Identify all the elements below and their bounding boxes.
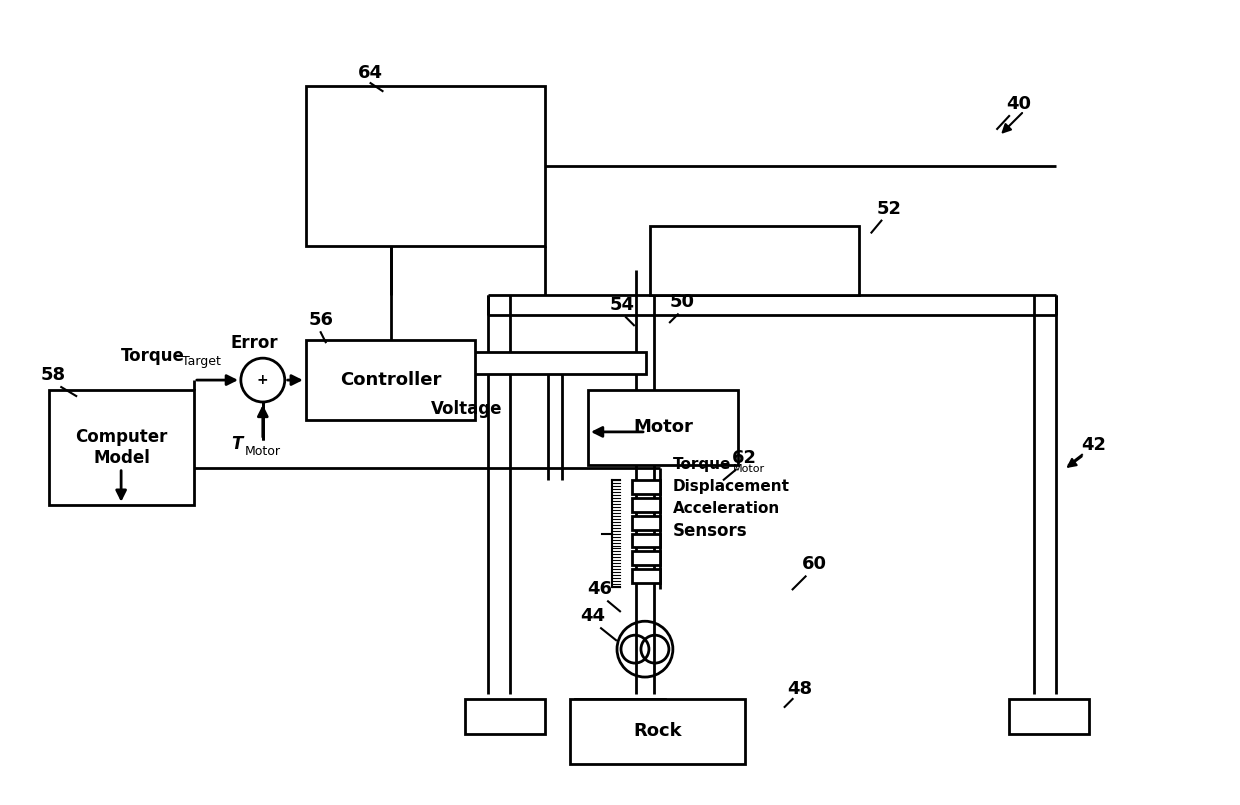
Bar	[588, 390, 738, 464]
Text: 62: 62	[732, 449, 758, 467]
Text: Motor: Motor	[244, 445, 280, 458]
Text: Acceleration: Acceleration	[673, 501, 780, 516]
Text: 44: 44	[580, 607, 605, 625]
Bar	[465, 699, 546, 734]
Text: 46: 46	[588, 580, 613, 598]
Bar	[50, 390, 193, 505]
Bar	[632, 497, 660, 512]
Text: 56: 56	[309, 312, 334, 329]
Text: Motor: Motor	[733, 464, 765, 474]
Text: Voltage: Voltage	[430, 400, 502, 418]
Text: 60: 60	[802, 555, 827, 573]
Text: 48: 48	[787, 680, 812, 698]
Text: Displacement: Displacement	[673, 479, 790, 493]
Text: Motor: Motor	[632, 419, 693, 436]
Text: Target: Target	[182, 355, 221, 368]
Text: Error: Error	[231, 334, 279, 352]
Text: 40: 40	[1007, 95, 1032, 113]
Text: Sensors: Sensors	[673, 522, 748, 539]
Text: Torque: Torque	[673, 456, 732, 472]
Bar	[1009, 699, 1089, 734]
Text: 42: 42	[1081, 436, 1106, 454]
Text: T: T	[231, 435, 242, 453]
Text: +: +	[257, 373, 269, 387]
Text: 64: 64	[358, 64, 383, 82]
Bar	[466, 352, 646, 374]
Text: 50: 50	[670, 293, 694, 312]
Text: Rock: Rock	[634, 722, 682, 741]
Text: Computer
Model: Computer Model	[76, 428, 167, 467]
Bar	[575, 699, 665, 734]
Bar	[632, 480, 660, 493]
Text: 58: 58	[41, 366, 66, 384]
Text: Controller: Controller	[340, 371, 441, 389]
Text: Torque: Torque	[122, 347, 185, 365]
Bar	[570, 699, 745, 764]
Bar	[632, 516, 660, 530]
Bar	[632, 534, 660, 547]
Bar	[306, 86, 546, 246]
Bar	[306, 341, 475, 420]
Bar	[650, 225, 859, 295]
Bar	[632, 551, 660, 565]
Text: 52: 52	[877, 200, 901, 217]
Bar	[632, 569, 660, 584]
Text: 54: 54	[610, 296, 635, 314]
